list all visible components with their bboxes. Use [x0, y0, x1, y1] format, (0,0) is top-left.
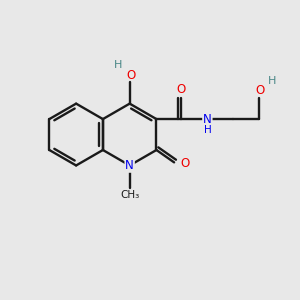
Text: H: H	[114, 60, 123, 70]
Text: O: O	[255, 84, 264, 97]
Text: H: H	[267, 76, 276, 85]
Text: O: O	[127, 68, 136, 82]
Text: N: N	[203, 112, 212, 126]
Text: O: O	[180, 157, 189, 170]
Text: N: N	[125, 159, 134, 172]
Text: H: H	[203, 125, 211, 135]
Text: CH₃: CH₃	[120, 190, 139, 200]
Text: O: O	[177, 83, 186, 96]
